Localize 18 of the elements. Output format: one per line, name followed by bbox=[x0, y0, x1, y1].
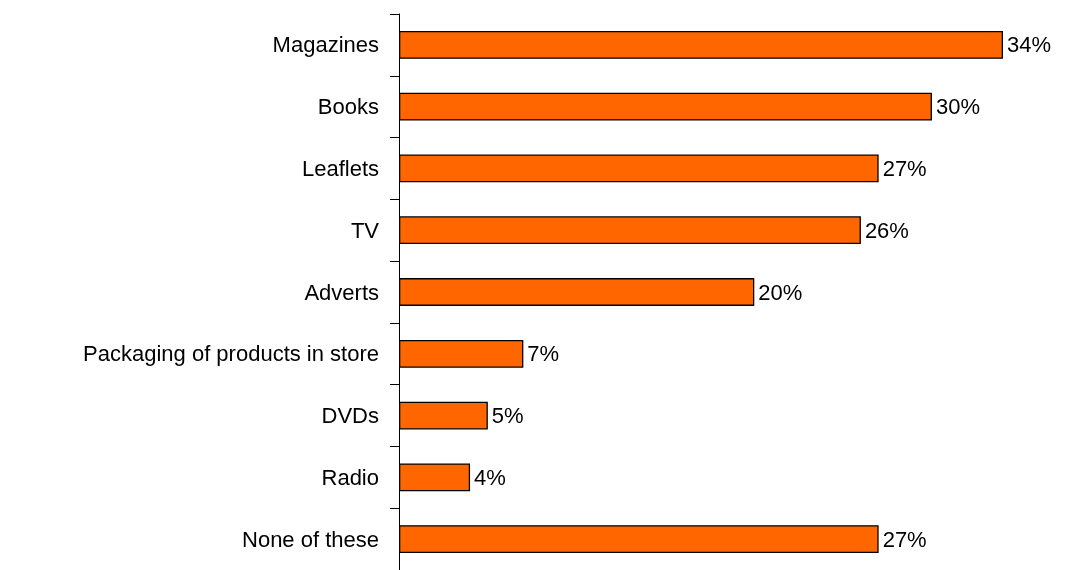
data-label: 34% bbox=[1007, 32, 1052, 58]
y-tick-label: DVDs bbox=[321, 403, 379, 429]
data-label: 27% bbox=[882, 526, 927, 552]
data-label: 7% bbox=[527, 341, 560, 367]
y-tick-label: Radio bbox=[321, 464, 379, 490]
y-tick-label: Magazines bbox=[272, 32, 379, 58]
data-label: 27% bbox=[882, 155, 927, 181]
data-label: 26% bbox=[864, 217, 909, 243]
y-tick-label: TV bbox=[350, 217, 380, 243]
y-tick-label: Adverts bbox=[304, 279, 379, 305]
data-label: 4% bbox=[474, 464, 506, 490]
y-tick-label: Leaflets bbox=[301, 155, 379, 181]
y-tick-label: None of these bbox=[242, 526, 379, 552]
data-label: 30% bbox=[935, 94, 980, 120]
data-label: 20% bbox=[758, 279, 803, 305]
y-tick-label: Packaging of products in store bbox=[83, 341, 379, 367]
data-label: 5% bbox=[491, 403, 524, 429]
y-tick-label: Books bbox=[317, 94, 379, 120]
